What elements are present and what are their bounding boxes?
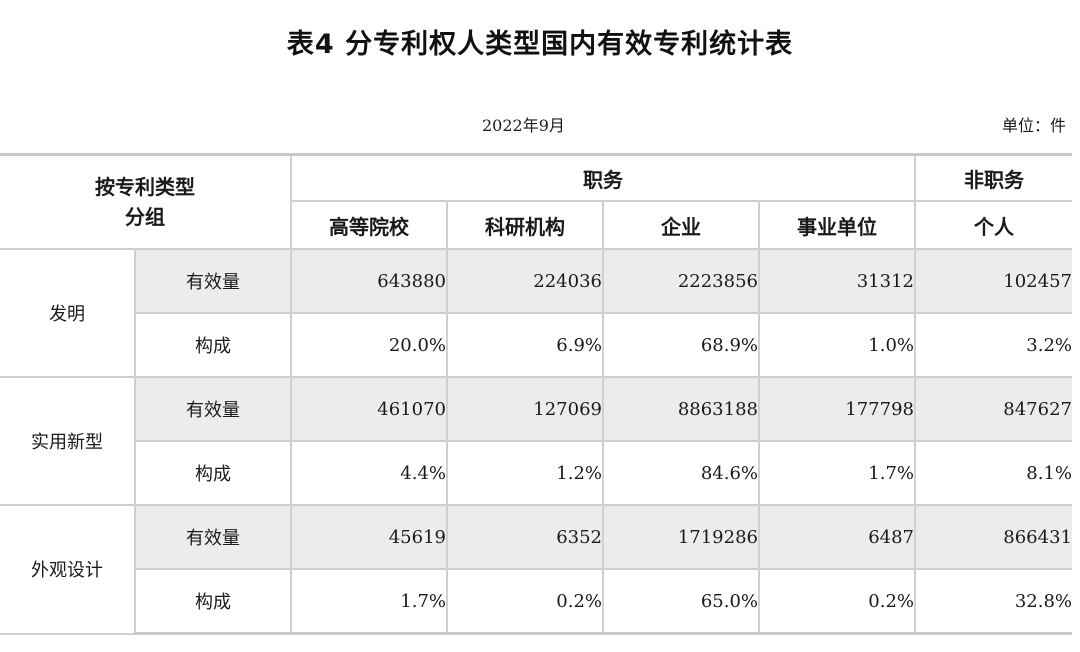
report-date: 2022年9月 (482, 116, 565, 135)
table-row: 构成 1.7% 0.2% 65.0% 0.2% 32.8% (0, 568, 1072, 635)
table-cell: 6.9% (446, 312, 604, 378)
table-cell: 461070 (290, 376, 448, 442)
patent-statistics-table: 按专利类型 分组 职务 非职务 高等院校 科研机构 企业 事业单位 个人 发明 … (0, 153, 1072, 635)
table-cell: 866431 (914, 504, 1072, 570)
table-cell: 31312 (758, 248, 916, 314)
column-header: 企业 (602, 200, 760, 250)
table-cell: 1.2% (446, 440, 604, 506)
table-row: 外观设计 有效量 45619 6352 1719286 6487 866431 (0, 504, 1072, 635)
table-cell: 224036 (446, 248, 604, 314)
table-cell: 8863188 (602, 376, 760, 442)
table-cell: 102457 (914, 248, 1072, 314)
table-cell: 177798 (758, 376, 916, 442)
header-row-1: 按专利类型 分组 职务 非职务 (0, 153, 1072, 250)
page-title: 表4 分专利权人类型国内有效专利统计表 (286, 29, 794, 60)
table-cell: 45619 (290, 504, 448, 570)
table-cell: 20.0% (290, 312, 448, 378)
service-header: 职务 (290, 153, 916, 202)
table-cell: 127069 (446, 376, 604, 442)
table-row: 构成 4.4% 1.2% 84.6% 1.7% 8.1% (0, 440, 1072, 506)
column-header: 高等院校 (291, 200, 448, 250)
table-cell: 847627 (914, 376, 1072, 442)
group-label: 发明 (0, 248, 136, 378)
row-label: 有效量 (134, 504, 292, 570)
table-cell: 1.7% (758, 440, 916, 506)
table-cell: 3.2% (914, 312, 1072, 378)
row-label: 有效量 (134, 248, 292, 314)
row-label: 构成 (135, 568, 292, 635)
non-service-header: 非职务 (914, 153, 1072, 202)
table-row: 实用新型 有效量 461070 127069 8863188 177798 84… (0, 376, 1072, 506)
column-header: 个人 (914, 200, 1072, 250)
table-cell: 8.1% (914, 440, 1072, 506)
table-cell: 1719286 (602, 504, 760, 570)
table-cell: 6487 (758, 504, 916, 570)
table-cell: 4.4% (290, 440, 448, 506)
table-cell: 1.7% (290, 568, 448, 635)
table-cell: 65.0% (602, 568, 760, 635)
table-cell: 643880 (290, 248, 448, 314)
row-label: 有效量 (134, 376, 292, 442)
header-row-2: 高等院校 科研机构 企业 事业单位 个人 (0, 200, 1072, 250)
column-header: 事业单位 (758, 200, 916, 250)
corner-header-line1: 按专利类型 (95, 175, 195, 199)
row-label: 构成 (135, 440, 292, 506)
table-cell: 2223856 (602, 248, 760, 314)
table-cell: 32.8% (914, 568, 1072, 635)
group-label: 外观设计 (0, 504, 136, 635)
table-row: 构成 20.0% 6.9% 68.9% 1.0% 3.2% (0, 312, 1072, 378)
table-cell: 0.2% (758, 568, 916, 635)
table-cell: 84.6% (602, 440, 760, 506)
table-row: 发明 有效量 643880 224036 2223856 31312 10245… (0, 248, 1072, 378)
column-header: 科研机构 (446, 200, 604, 250)
group-label: 实用新型 (0, 376, 136, 506)
row-label: 构成 (135, 312, 292, 378)
unit-label: 单位：件 (1001, 116, 1066, 135)
table-cell: 1.0% (758, 312, 916, 378)
corner-header-line2: 分组 (125, 205, 165, 229)
table-cell: 6352 (446, 504, 604, 570)
table-cell: 68.9% (602, 312, 760, 378)
corner-header: 按专利类型 分组 (0, 153, 292, 250)
table-cell: 0.2% (446, 568, 604, 635)
